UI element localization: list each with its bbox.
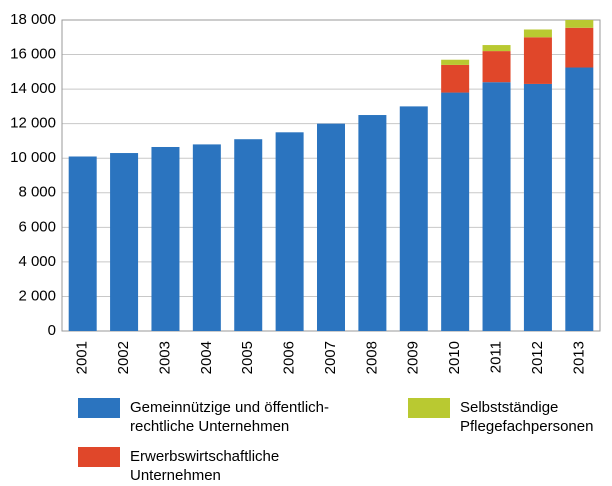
bar-segment bbox=[275, 132, 304, 331]
bar-segment bbox=[110, 153, 139, 331]
bar-segment bbox=[441, 59, 470, 65]
x-tick-label: 2002 bbox=[115, 341, 132, 374]
bar-segment bbox=[192, 144, 221, 331]
bar-segment bbox=[482, 82, 511, 331]
y-tick-label: 14 000 bbox=[10, 80, 56, 97]
legend-item: Gemeinnützige und öffentlich-rechtliche … bbox=[78, 398, 370, 436]
legend-swatch bbox=[408, 398, 450, 418]
x-tick-label: 2007 bbox=[322, 341, 339, 374]
x-tick-label: 2011 bbox=[488, 341, 505, 373]
x-tick-label: 2004 bbox=[198, 341, 215, 374]
legend-swatch bbox=[78, 398, 120, 418]
legend-label: Erwerbswirtschaftliche Unternehmen bbox=[130, 448, 280, 484]
x-tick-label: 2005 bbox=[239, 341, 256, 374]
legend-label: Selbstständige Pflegefachpersonen bbox=[460, 399, 594, 435]
y-tick-label: 10 000 bbox=[10, 149, 56, 166]
y-tick-label: 16 000 bbox=[10, 46, 56, 63]
bar-segment bbox=[151, 146, 180, 331]
legend-item: Selbstständige Pflegefachpersonen bbox=[408, 398, 612, 436]
legend-swatch bbox=[78, 447, 120, 467]
bar-segment bbox=[234, 139, 263, 331]
bar-segment bbox=[68, 156, 97, 331]
x-tick-label: 2010 bbox=[446, 341, 463, 374]
bar-segment bbox=[399, 106, 428, 331]
y-tick-label: 2 000 bbox=[18, 287, 56, 304]
bar-segment bbox=[523, 29, 552, 38]
y-tick-label: 6 000 bbox=[18, 218, 56, 235]
bar-segment bbox=[441, 64, 470, 93]
bar-segment bbox=[523, 37, 552, 84]
bar-segment bbox=[565, 27, 594, 68]
bar-segment bbox=[482, 45, 511, 52]
x-tick-label: 2006 bbox=[281, 341, 298, 374]
y-tick-label: 0 bbox=[48, 322, 56, 339]
y-tick-label: 4 000 bbox=[18, 253, 56, 270]
legend-label: Gemeinnützige und öffentlich-rechtliche … bbox=[130, 399, 330, 435]
bar-segment bbox=[358, 115, 387, 332]
bar-segment bbox=[482, 51, 511, 83]
x-tick-label: 2009 bbox=[405, 341, 422, 374]
x-tick-label: 2013 bbox=[570, 341, 587, 374]
bar-segment bbox=[441, 92, 470, 331]
bar-segment bbox=[317, 123, 345, 332]
x-tick-label: 2003 bbox=[156, 341, 173, 374]
bar-segment bbox=[565, 20, 594, 28]
x-tick-label: 2012 bbox=[529, 341, 546, 374]
x-tick-label: 2001 bbox=[74, 341, 91, 374]
bar-segment bbox=[523, 83, 552, 331]
y-tick-label: 12 000 bbox=[10, 115, 56, 132]
bar-segment bbox=[565, 67, 594, 331]
legend-item: Erwerbswirtschaftliche Unternehmen bbox=[78, 447, 370, 485]
y-tick-label: 18 000 bbox=[10, 11, 56, 28]
y-tick-label: 8 000 bbox=[18, 184, 56, 201]
x-tick-label: 2008 bbox=[363, 341, 380, 374]
plot: 0 2 000 4 000 6 000 8 000 10 000 12 000 14 000 1… bbox=[10, 11, 601, 374]
